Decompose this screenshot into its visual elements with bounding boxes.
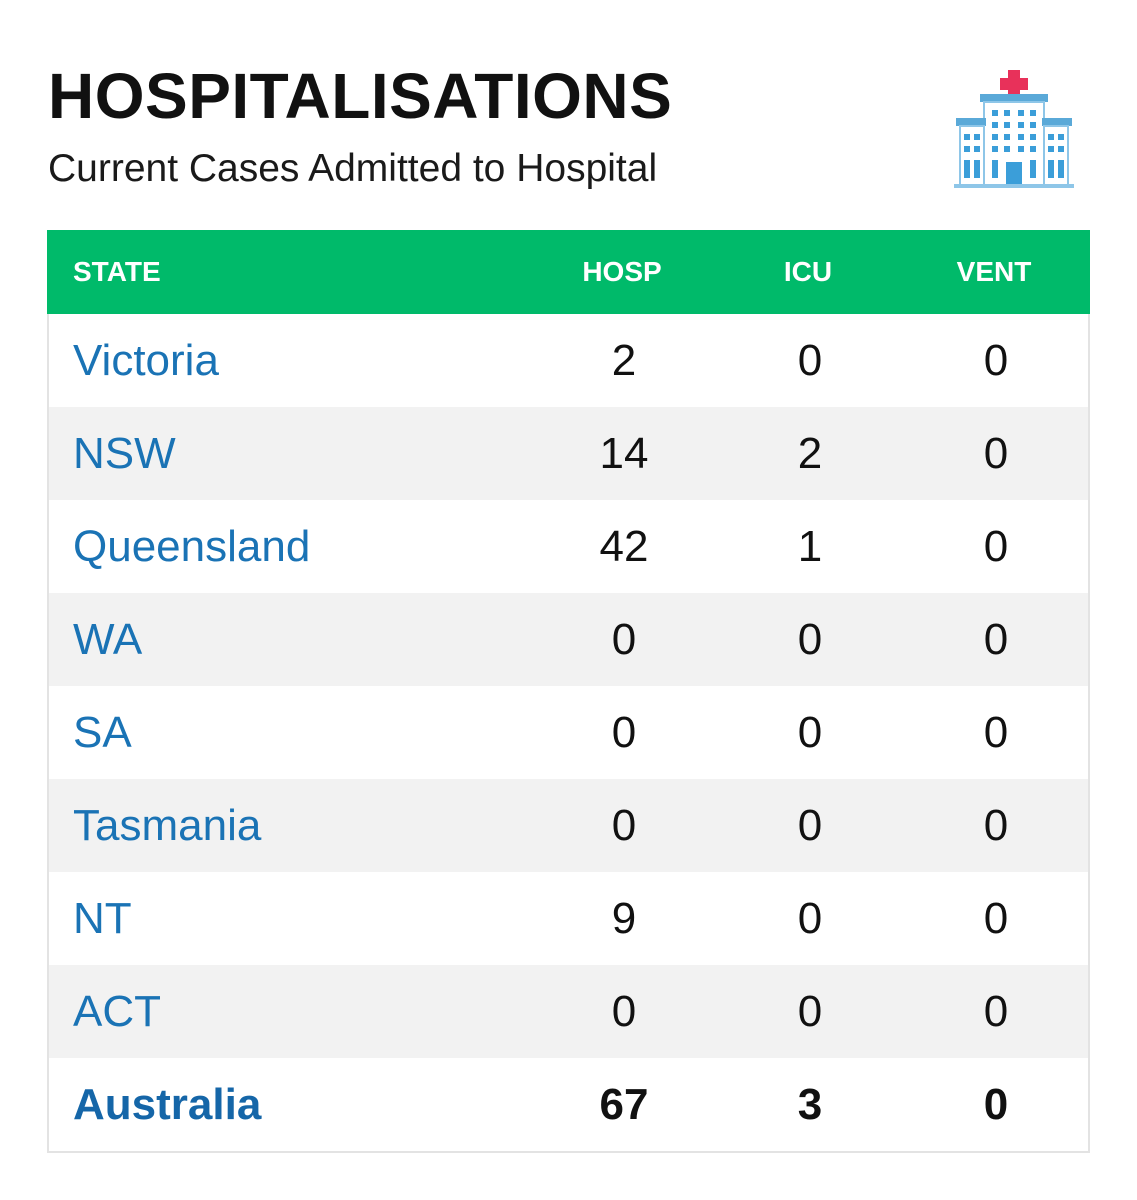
total-hosp-value: 67 — [599, 1080, 649, 1129]
state-link[interactable]: Queensland — [73, 522, 311, 571]
table-row: ACT 0 0 0 — [49, 965, 1088, 1058]
table-header-row: STATE HOSP ICU VENT — [47, 230, 1090, 314]
icu-value: 0 — [797, 894, 823, 943]
table-row: Victoria 2 0 0 — [49, 314, 1088, 407]
total-row: Australia 67 3 0 — [49, 1058, 1088, 1151]
state-link[interactable]: Victoria — [73, 336, 219, 385]
state-link[interactable]: SA — [73, 708, 132, 757]
column-header-state: STATE — [73, 256, 161, 287]
vent-value: 0 — [983, 429, 1009, 478]
table-row: SA 0 0 0 — [49, 686, 1088, 779]
page-subtitle: Current Cases Admitted to Hospital — [48, 147, 658, 190]
page-header: HOSPITALISATIONS Current Cases Admitted … — [48, 58, 1089, 208]
vent-value: 0 — [983, 615, 1009, 664]
vent-value: 0 — [983, 894, 1009, 943]
hosp-value: 2 — [611, 336, 637, 385]
icu-value: 0 — [797, 615, 823, 664]
hosp-value: 0 — [611, 987, 637, 1036]
vent-value: 0 — [983, 801, 1009, 850]
column-header-vent: VENT — [956, 256, 1032, 287]
state-link[interactable]: Tasmania — [73, 801, 262, 850]
column-header-hosp: HOSP — [582, 256, 662, 287]
total-icu-value: 3 — [797, 1080, 823, 1129]
table-row: NSW 14 2 0 — [49, 407, 1088, 500]
state-link[interactable]: NSW — [73, 429, 176, 478]
hosp-value: 14 — [599, 429, 649, 478]
icu-value: 0 — [797, 708, 823, 757]
state-link[interactable]: ACT — [73, 987, 161, 1036]
hosp-value: 9 — [611, 894, 637, 943]
total-vent-value: 0 — [983, 1080, 1009, 1129]
hosp-value: 0 — [611, 801, 637, 850]
icu-value: 2 — [797, 429, 823, 478]
vent-value: 0 — [983, 708, 1009, 757]
icu-value: 1 — [797, 522, 823, 571]
state-link[interactable]: NT — [73, 894, 132, 943]
hosp-value: 0 — [611, 615, 637, 664]
hosp-value: 0 — [611, 708, 637, 757]
hospital-building-icon — [954, 70, 1074, 188]
hosp-value: 42 — [599, 522, 649, 571]
column-header-icu: ICU — [783, 256, 833, 287]
vent-value: 0 — [983, 987, 1009, 1036]
table-row: NT 9 0 0 — [49, 872, 1088, 965]
table-row: Tasmania 0 0 0 — [49, 779, 1088, 872]
vent-value: 0 — [983, 522, 1009, 571]
icu-value: 0 — [797, 987, 823, 1036]
hospitalisations-table: STATE HOSP ICU VENT Victoria 2 0 0 NSW 1… — [47, 230, 1090, 1153]
total-state-link[interactable]: Australia — [73, 1080, 262, 1129]
icu-value: 0 — [797, 801, 823, 850]
icu-value: 0 — [797, 336, 823, 385]
table-row: WA 0 0 0 — [49, 593, 1088, 686]
vent-value: 0 — [983, 336, 1009, 385]
table-row: Queensland 42 1 0 — [49, 500, 1088, 593]
page-title: HOSPITALISATIONS — [48, 60, 673, 132]
state-link[interactable]: WA — [73, 615, 143, 664]
